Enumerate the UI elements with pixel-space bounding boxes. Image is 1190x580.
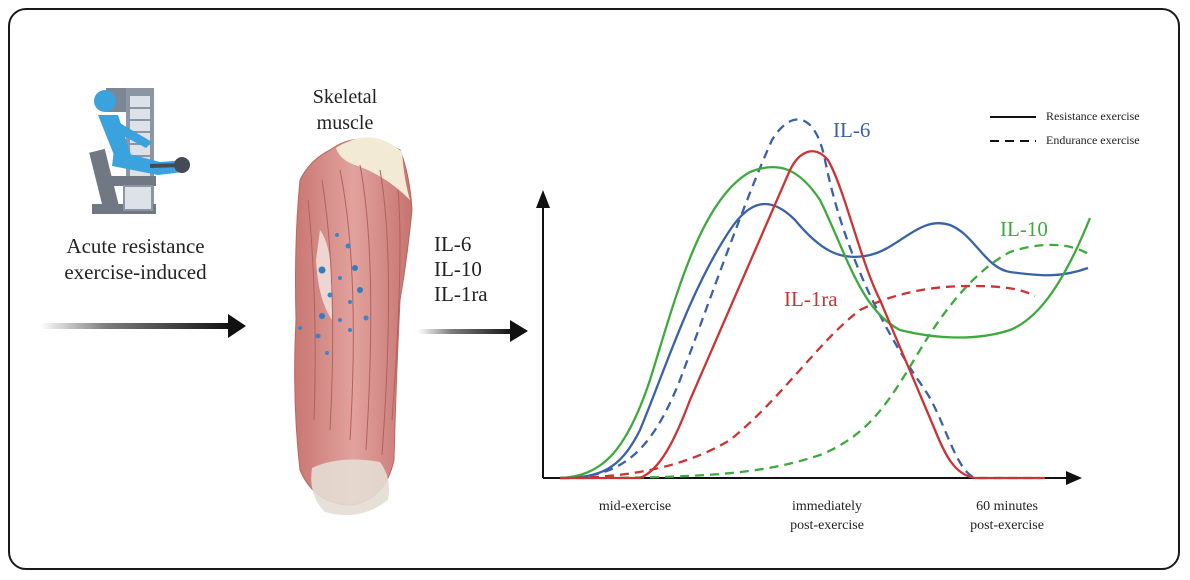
leg-extension-machine-icon <box>89 88 190 214</box>
skeletal-muscle-label-line-1: Skeletal <box>312 86 378 108</box>
y-axis-arrow <box>536 190 550 208</box>
il6-endurance-line <box>559 118 1040 480</box>
legend-resistance-label: Resistance exercise <box>1046 109 1140 123</box>
x-axis-arrow <box>1066 471 1082 485</box>
x-tick-mid-exercise: mid-exercise <box>575 497 695 516</box>
cytokine-il1ra: IL-1ra <box>434 282 488 306</box>
figure-frame <box>8 8 1180 570</box>
arrow-to-chart <box>418 320 528 342</box>
il1ra-resistance-line <box>560 150 1045 480</box>
series-label-il6: IL-6 <box>833 118 871 142</box>
x-tick-mid-exercise-line-1: mid-exercise <box>598 499 672 514</box>
skeletal-muscle-label-line-2: muscle <box>316 112 374 134</box>
x-tick-60-minutes-line-1: 60 minutes <box>976 499 1038 514</box>
x-tick-60-minutes-post-exercise: 60 minutes post-exercise <box>942 497 1072 535</box>
acute-resistance-label-line-2: exercise-induced <box>64 260 207 284</box>
x-tick-immediately-post-exercise: immediately post-exercise <box>762 497 892 535</box>
acute-resistance-label-line-1: Acute resistance <box>66 234 205 258</box>
chart-curves <box>559 118 1092 480</box>
x-tick-immediately-line-1: immediately <box>792 499 862 514</box>
x-tick-immediately-line-2: post-exercise <box>790 518 864 533</box>
chart-legend <box>990 116 1036 142</box>
arrow-to-muscle <box>40 314 246 338</box>
series-label-il1ra: IL-1ra <box>784 287 838 311</box>
x-tick-60-minutes-line-2: post-exercise <box>970 518 1044 533</box>
skeletal-muscle-label: Skeletal muscle <box>300 84 390 136</box>
thigh-muscle-illustration <box>294 137 413 516</box>
il10-endurance-line <box>559 243 1091 480</box>
il6-resistance-line <box>559 202 1089 480</box>
series-label-il10: IL-10 <box>1000 217 1048 241</box>
acute-resistance-label: Acute resistance exercise-induced <box>28 233 243 285</box>
cytokine-list: IL-6 IL-10 IL-1ra <box>434 232 488 307</box>
il1ra-endurance-line <box>559 284 1036 480</box>
il10-resistance-line <box>559 165 1092 480</box>
cytokine-il10: IL-10 <box>434 257 482 281</box>
cytokine-il6: IL-6 <box>434 232 472 256</box>
legend-endurance-label: Endurance exercise <box>1046 133 1140 147</box>
